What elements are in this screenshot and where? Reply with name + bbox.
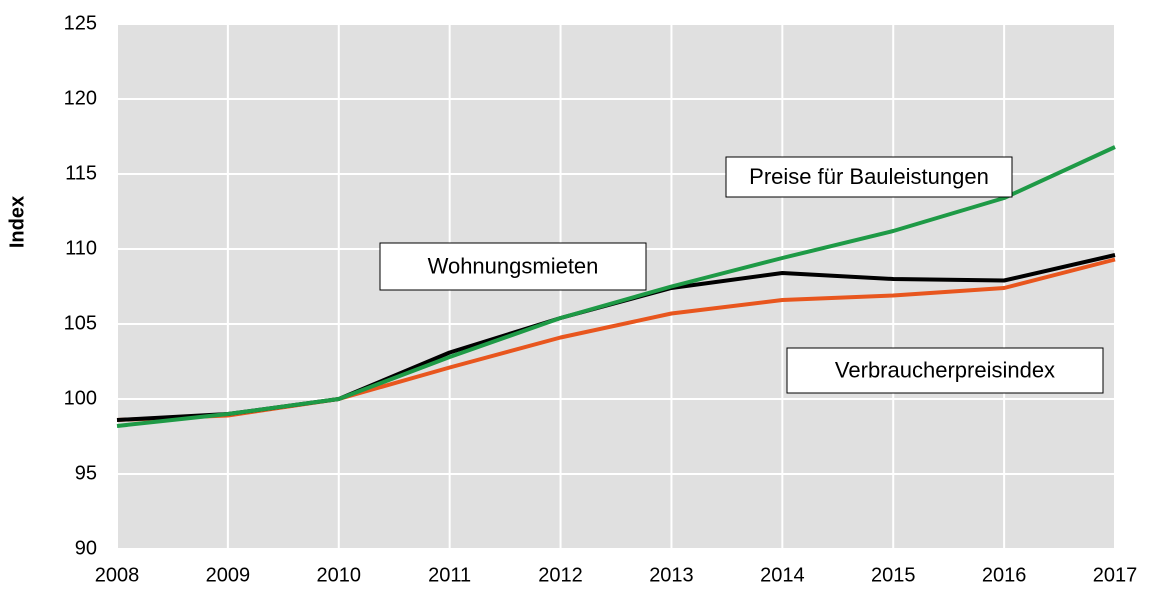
series-label: Verbraucherpreisindex [835,357,1055,382]
y-tick-label: 105 [64,312,97,334]
x-tick-label: 2008 [95,564,140,586]
x-tick-label: 2015 [871,564,916,586]
x-tick-label: 2016 [982,564,1027,586]
x-tick-label: 2011 [428,564,471,586]
x-tick-label: 2009 [206,564,251,586]
line-series [116,145,1116,428]
y-tick-label: 95 [75,462,97,484]
series-label-box [786,347,1104,394]
y-tick-label: 100 [64,387,97,409]
y-tick-label: 115 [65,162,97,184]
series-label: Wohnungsmieten [428,253,599,278]
x-tick-label: 2014 [760,564,805,586]
x-tick-label: 2017 [1093,564,1138,586]
series-label: Preise für Bauleistungen [749,164,989,189]
y-tick-label: 110 [65,237,97,259]
x-tick-label: 2013 [649,564,694,586]
y-tick-label: 125 [64,12,97,34]
series-label-box [379,242,647,291]
y-tick-label: 120 [64,87,97,109]
x-tick-label: 2010 [317,564,362,586]
y-axis-label: Index [6,196,28,248]
y-tick-label: 90 [75,537,97,559]
x-tick-label: 2012 [538,564,583,586]
series-label-box [725,156,1013,198]
